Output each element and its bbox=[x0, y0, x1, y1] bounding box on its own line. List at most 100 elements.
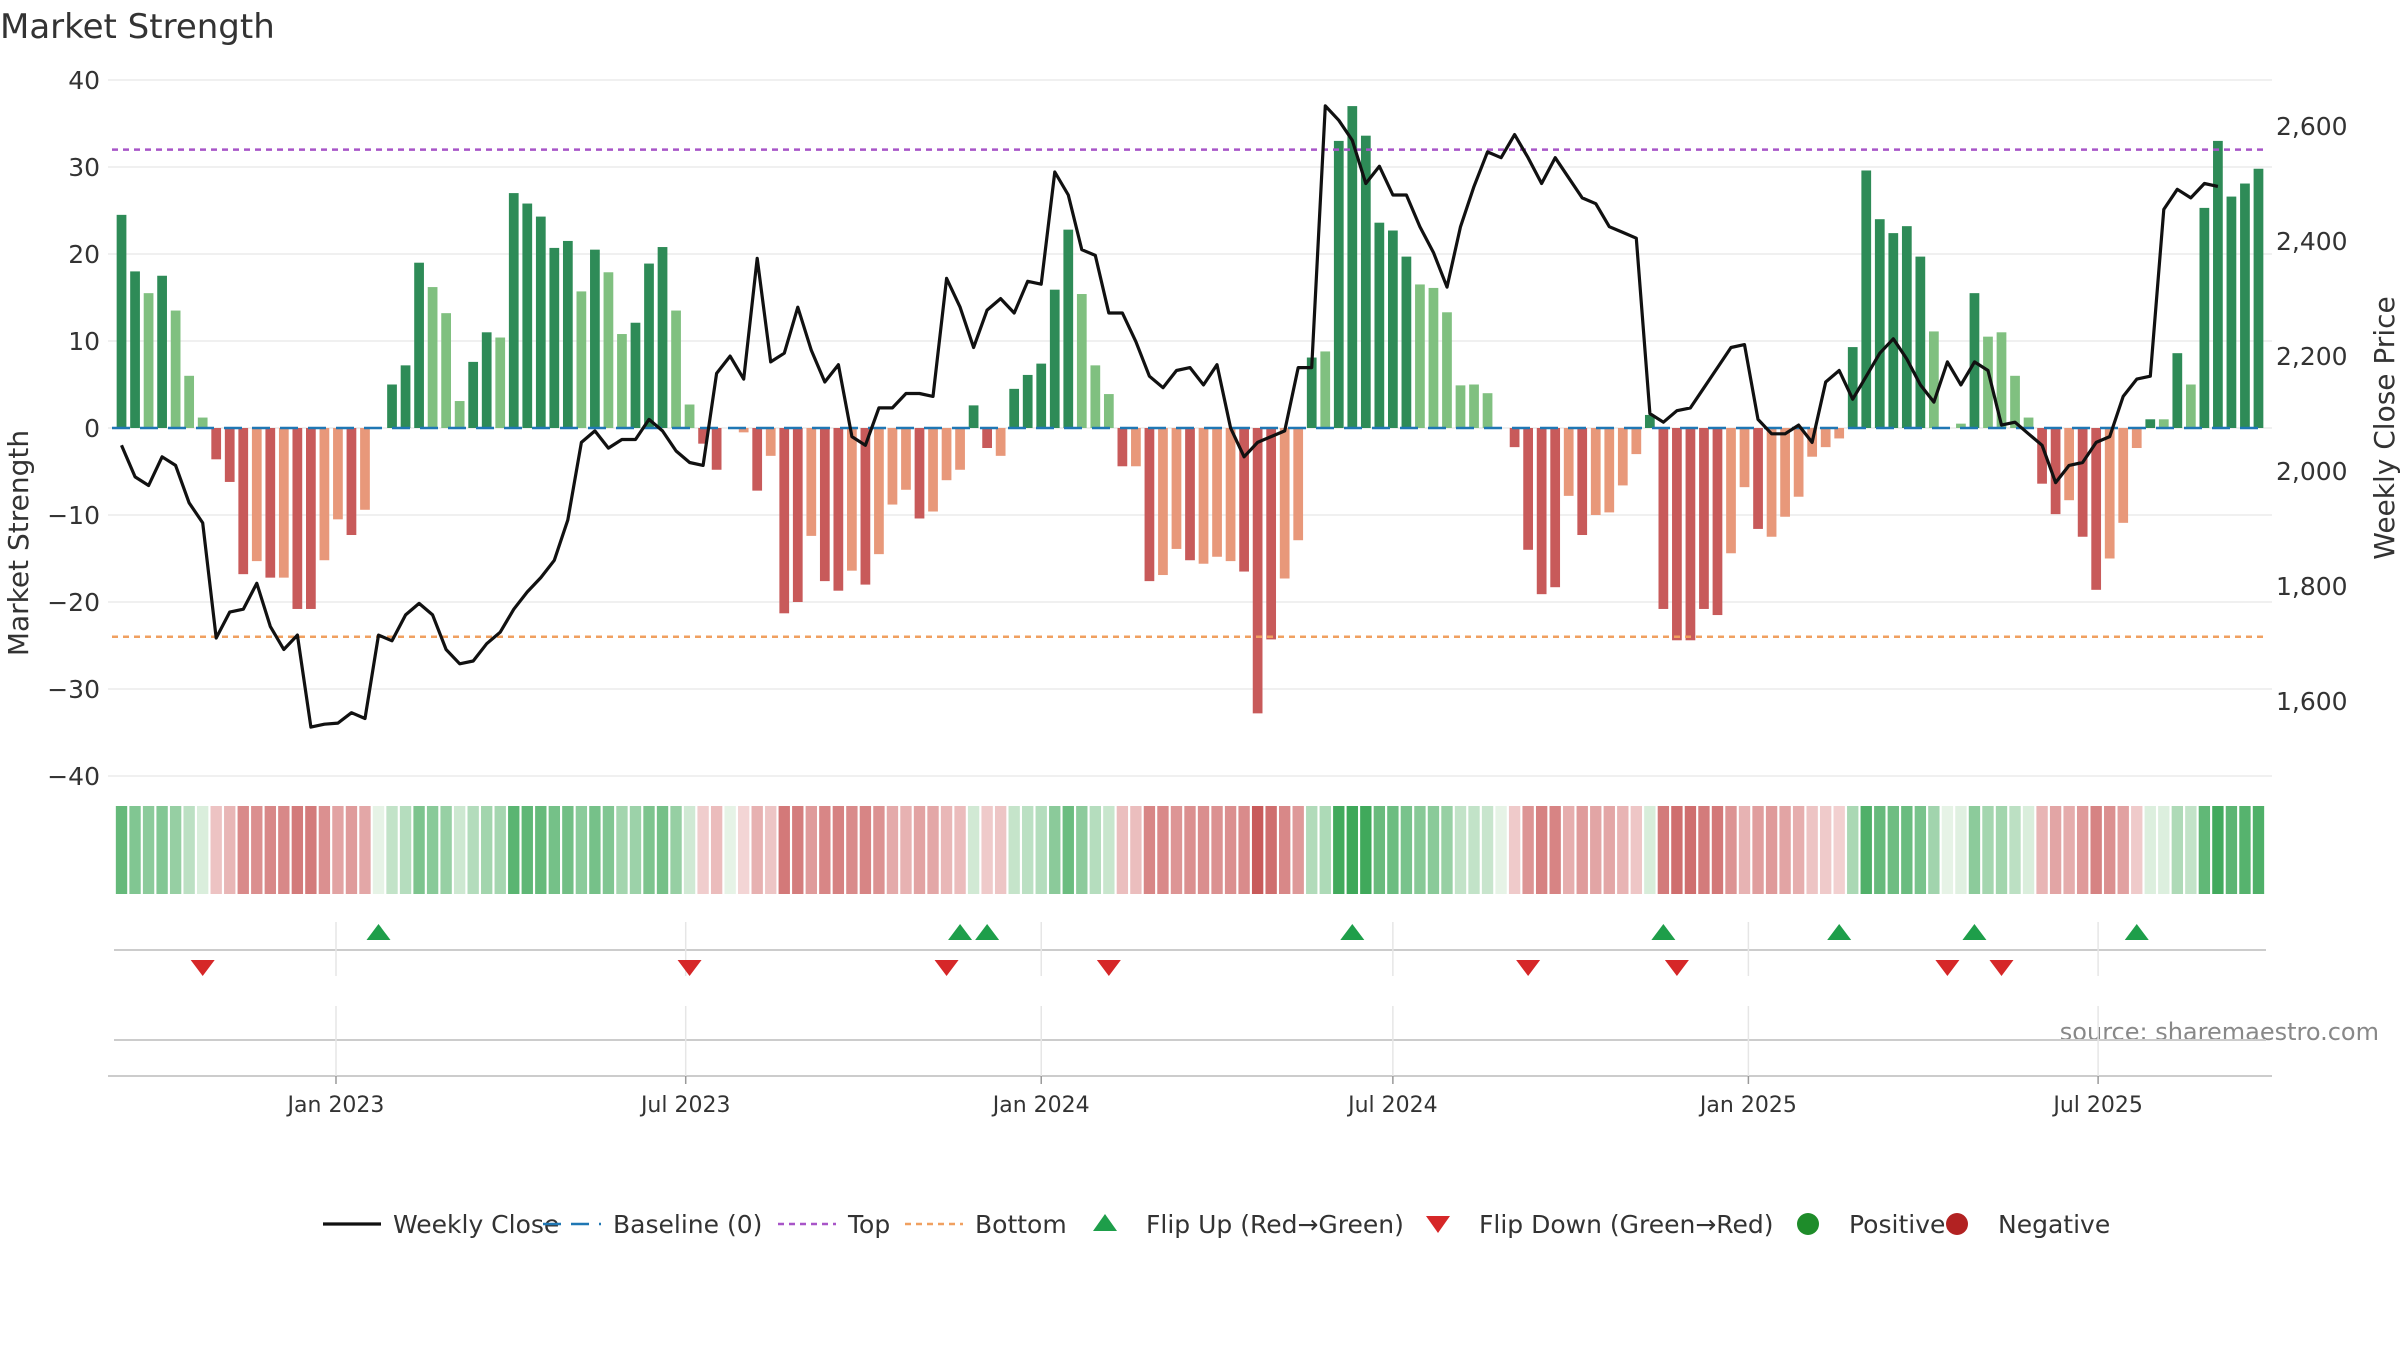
strength-bar bbox=[630, 322, 641, 428]
legend-item-negative: Negative bbox=[1946, 1210, 2110, 1239]
flip-down-marker bbox=[1935, 960, 1960, 976]
chart-title: Market Strength bbox=[0, 7, 275, 47]
heat-cell bbox=[927, 806, 939, 894]
strength-bar bbox=[1901, 226, 1912, 428]
heat-cell bbox=[670, 806, 682, 894]
legend-swatch bbox=[1946, 1213, 1968, 1235]
strength-bar bbox=[1063, 229, 1074, 428]
source-credit: source: sharemaestro.com bbox=[2060, 1018, 2379, 1046]
strength-bar bbox=[2185, 384, 2196, 428]
strength-bar bbox=[2050, 428, 2061, 515]
strength-bar bbox=[1929, 331, 1939, 428]
heat-cell bbox=[237, 806, 249, 894]
heat-cell bbox=[2171, 806, 2184, 894]
heat-cell bbox=[1711, 806, 1724, 894]
strength-bar bbox=[2131, 428, 2142, 449]
heat-cell bbox=[1062, 806, 1074, 894]
strength-bar bbox=[955, 428, 965, 470]
heat-cell bbox=[1806, 806, 1818, 894]
heat-cell bbox=[1427, 806, 1440, 894]
strength-bar bbox=[711, 428, 722, 470]
strength-bar bbox=[143, 293, 154, 428]
heat-cell bbox=[1590, 806, 1602, 894]
strength-bar bbox=[1888, 233, 1899, 428]
heat-cell bbox=[1481, 806, 1494, 894]
strength-bar bbox=[1185, 428, 1195, 561]
heat-cell bbox=[1346, 806, 1358, 894]
strength-bar bbox=[522, 203, 533, 428]
heat-cell bbox=[1874, 806, 1886, 894]
heat-cell bbox=[2009, 806, 2021, 894]
strength-bar bbox=[1658, 428, 1669, 609]
strength-bar bbox=[2091, 428, 2102, 590]
heat-cell bbox=[2198, 806, 2211, 894]
heat-cell bbox=[1454, 806, 1467, 894]
strength-bar bbox=[346, 428, 357, 536]
weekly-close-series bbox=[120, 104, 2219, 729]
heat-cell bbox=[1725, 806, 1737, 894]
heat-cell bbox=[602, 806, 615, 894]
heat-cell bbox=[616, 806, 628, 894]
y-tick-label: −10 bbox=[47, 501, 100, 530]
strength-bar bbox=[1131, 428, 1141, 467]
flip-down-marker bbox=[677, 960, 702, 976]
strength-bar bbox=[2010, 375, 2020, 428]
strength-bar bbox=[779, 428, 790, 614]
strength-bar bbox=[1428, 287, 1439, 428]
heat-cell bbox=[859, 806, 872, 894]
heat-cell bbox=[846, 806, 858, 894]
strength-bar bbox=[1983, 336, 1993, 428]
heat-cell bbox=[359, 806, 371, 894]
heat-cell bbox=[278, 806, 290, 894]
strength-bar bbox=[752, 428, 763, 491]
legend-item-flip-up: Flip Up (Red→Green) bbox=[1093, 1210, 1404, 1239]
heat-cell bbox=[1022, 806, 1034, 894]
heat-cell bbox=[1184, 806, 1196, 894]
heat-cell bbox=[1333, 806, 1345, 894]
heat-cell bbox=[1292, 806, 1304, 894]
heat-cell bbox=[778, 806, 790, 894]
heat-cell bbox=[1914, 806, 1927, 894]
strength-bar bbox=[1590, 428, 1601, 515]
strength-bar bbox=[2199, 207, 2210, 428]
flip-up-marker bbox=[948, 924, 973, 940]
strength-bar bbox=[684, 404, 695, 428]
heat-cell bbox=[656, 806, 669, 894]
strength-bar bbox=[1644, 414, 1655, 428]
legend-item-bottom: Bottom bbox=[905, 1210, 1067, 1239]
heat-cell bbox=[1549, 806, 1561, 894]
heat-cell bbox=[481, 806, 493, 894]
flip-down-marker bbox=[1989, 960, 2014, 976]
heat-cell bbox=[1400, 806, 1413, 894]
y-tick-label: 0 bbox=[84, 414, 100, 443]
heat-cell bbox=[1535, 806, 1548, 894]
strength-bar bbox=[1333, 140, 1344, 428]
strength-bar bbox=[1685, 428, 1696, 641]
flip-up-marker bbox=[1651, 924, 1676, 940]
y-tick-label: 20 bbox=[68, 240, 100, 269]
flip-down-marker bbox=[190, 960, 215, 976]
strength-bar bbox=[251, 428, 262, 562]
heat-cell bbox=[1576, 806, 1588, 894]
heat-cell bbox=[1238, 806, 1250, 894]
heat-cell bbox=[2090, 806, 2102, 894]
heat-cell bbox=[2063, 806, 2075, 894]
y-tick-label: −20 bbox=[47, 588, 100, 617]
y-tick-label: 40 bbox=[68, 66, 100, 95]
strength-bar bbox=[1820, 428, 1831, 448]
heat-cell bbox=[1387, 806, 1399, 894]
strength-bar bbox=[874, 428, 884, 555]
heat-cell bbox=[1563, 806, 1575, 894]
strength-bar bbox=[1022, 374, 1033, 428]
heat-cell bbox=[1049, 806, 1061, 894]
heat-cell bbox=[332, 806, 344, 894]
y2-tick-label: 2,200 bbox=[2276, 342, 2348, 371]
y2-tick-label: 1,600 bbox=[2276, 687, 2348, 716]
strength-bar bbox=[1455, 385, 1466, 428]
strength-bar bbox=[2145, 419, 2156, 428]
heat-cell bbox=[1657, 806, 1670, 894]
heat-cell bbox=[967, 806, 980, 894]
strength-bar bbox=[738, 428, 749, 433]
x-tick-label: Jan 2025 bbox=[1698, 1093, 1797, 1118]
strength-bar bbox=[562, 240, 573, 428]
